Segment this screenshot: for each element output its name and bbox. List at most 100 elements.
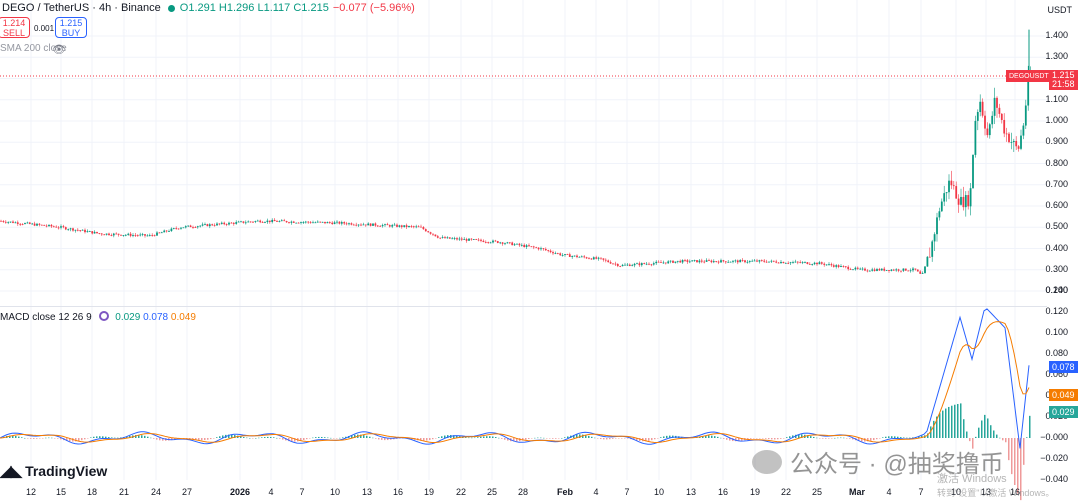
price-chart[interactable] bbox=[0, 0, 1047, 503]
macd-histogram-bar bbox=[756, 438, 758, 439]
candle-body bbox=[276, 221, 278, 222]
candle-body bbox=[501, 242, 504, 244]
candle-body bbox=[516, 243, 518, 245]
macd-histogram-bar bbox=[51, 437, 53, 439]
candle-body bbox=[636, 263, 638, 265]
macd-histogram-bar bbox=[393, 438, 395, 440]
candle-body bbox=[597, 257, 600, 259]
sma-indicator-label[interactable]: SMA 200 close bbox=[0, 43, 67, 54]
candle-body bbox=[600, 257, 602, 259]
macd-histogram-bar bbox=[636, 438, 638, 441]
macd-histogram-bar bbox=[321, 436, 323, 438]
time-axis-label: 10 bbox=[950, 487, 962, 497]
macd-histogram-bar bbox=[114, 437, 116, 439]
macd-histogram-bar bbox=[981, 420, 983, 438]
candle-body bbox=[307, 221, 310, 223]
candle-body bbox=[835, 265, 838, 267]
candle-body bbox=[604, 259, 607, 261]
candle-body bbox=[228, 222, 230, 225]
macd-histogram-bar bbox=[996, 434, 998, 438]
macd-histogram-bar bbox=[714, 436, 716, 438]
candle-body bbox=[74, 229, 77, 231]
candle-body bbox=[900, 270, 902, 272]
macd-histogram-bar bbox=[345, 436, 347, 438]
candle-body bbox=[940, 201, 943, 212]
sell-button[interactable]: 1.214 SELL bbox=[0, 17, 30, 38]
candle-body bbox=[2, 221, 5, 222]
candle-body bbox=[206, 224, 209, 227]
candle-body bbox=[768, 261, 770, 263]
candle-body bbox=[801, 262, 804, 264]
candle-body bbox=[136, 235, 139, 237]
macd-histogram-bar bbox=[528, 438, 530, 440]
candle-body bbox=[412, 226, 415, 228]
macd-histogram-bar bbox=[108, 437, 110, 438]
tradingview-logo[interactable]: ◢◣ TradingView bbox=[0, 462, 107, 480]
candle-body bbox=[1017, 146, 1020, 149]
macd-histogram-bar bbox=[726, 438, 728, 440]
candle-body bbox=[235, 222, 238, 224]
candle-body bbox=[26, 222, 29, 224]
candle-body bbox=[343, 222, 346, 224]
time-axis-label: 4 bbox=[886, 487, 892, 497]
candle-body bbox=[96, 231, 98, 234]
macd-histogram-bar bbox=[453, 435, 455, 438]
macd-histogram-bar bbox=[105, 436, 107, 438]
candle-body bbox=[540, 248, 542, 250]
macd-histogram-bar bbox=[939, 413, 941, 438]
candle-body bbox=[724, 261, 727, 263]
candle-body bbox=[979, 101, 982, 113]
macd-histogram-bar bbox=[120, 437, 122, 438]
activate-windows-sub: 转到"设置"以激活 Windows。 bbox=[937, 488, 1055, 498]
macd-histogram-bar bbox=[672, 435, 674, 438]
candle-body bbox=[146, 235, 149, 237]
macd-histogram-bar bbox=[609, 438, 611, 440]
macd-histogram-bar bbox=[354, 434, 356, 438]
currency-label[interactable]: USDT bbox=[1047, 5, 1073, 15]
macd-histogram-bar bbox=[162, 438, 164, 441]
watermark-text: 公众号 · @抽奖撸币 bbox=[790, 451, 1004, 478]
candle-body bbox=[240, 221, 242, 223]
candle-body bbox=[208, 224, 211, 227]
candle-body bbox=[290, 221, 293, 223]
eye-icon[interactable]: 👁 bbox=[52, 44, 66, 56]
symbol-title[interactable]: DEGO / TetherUS · 4h · Binance bbox=[2, 2, 161, 14]
candle-body bbox=[984, 115, 986, 129]
candle-body bbox=[14, 222, 17, 224]
wechat-icon bbox=[752, 449, 782, 474]
macd-histogram-bar bbox=[435, 438, 437, 439]
candle-body bbox=[571, 256, 574, 257]
candle-body bbox=[794, 261, 797, 263]
macd-histogram-bar bbox=[303, 438, 305, 441]
macd-histogram-bar bbox=[729, 438, 731, 441]
macd-histogram-bar bbox=[801, 434, 803, 438]
candle-body bbox=[160, 232, 163, 234]
macd-legend[interactable]: MACD close 12 26 9 0.029 0.078 0.049 bbox=[0, 311, 196, 323]
candle-body bbox=[820, 262, 823, 264]
candle-body bbox=[38, 223, 41, 225]
macd-histogram-bar bbox=[42, 438, 44, 439]
macd-histogram-bar bbox=[885, 436, 887, 438]
candle-body bbox=[708, 260, 710, 261]
macd-settings-icon[interactable] bbox=[98, 311, 109, 321]
candle-body bbox=[232, 222, 235, 224]
macd-histogram-bar bbox=[336, 438, 338, 439]
buy-button[interactable]: 1.215 BUY bbox=[55, 17, 87, 38]
macd-histogram-bar bbox=[984, 414, 986, 438]
candle-body bbox=[393, 224, 396, 226]
candle-body bbox=[45, 225, 48, 227]
candle-body bbox=[864, 268, 866, 271]
candle-body bbox=[681, 260, 684, 263]
time-axis-label: 15 bbox=[55, 487, 67, 497]
grid-lines bbox=[0, 0, 1047, 480]
candle-body bbox=[559, 253, 562, 256]
candle-body bbox=[256, 220, 259, 222]
macd-histogram-bar bbox=[369, 436, 371, 438]
candle-body bbox=[804, 262, 806, 263]
candle-body bbox=[444, 237, 446, 239]
macd-histogram-bar bbox=[999, 437, 1001, 439]
candle-body bbox=[813, 262, 816, 265]
macd-histogram-bar bbox=[645, 438, 647, 442]
macd-histogram-bar bbox=[600, 438, 602, 440]
candle-body bbox=[446, 237, 449, 239]
